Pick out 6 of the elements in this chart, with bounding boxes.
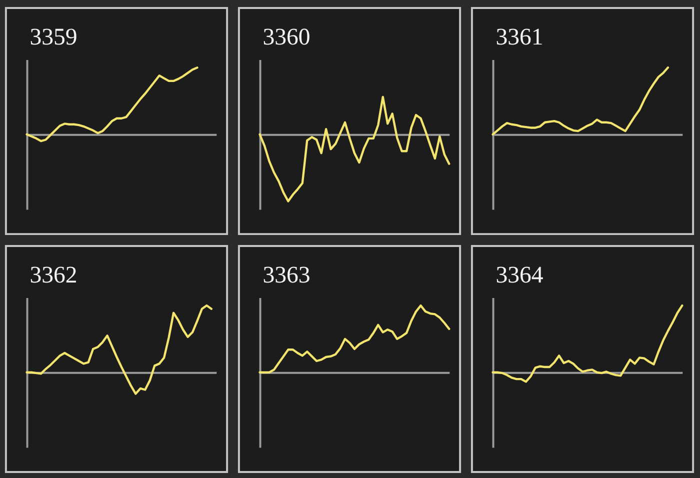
chart-title: 3364 xyxy=(496,262,544,289)
chart-title: 3360 xyxy=(262,24,310,51)
chart-title: 3361 xyxy=(496,24,544,51)
chart-title: 3359 xyxy=(30,24,78,51)
chart-title: 3363 xyxy=(262,262,310,289)
chart-title: 3362 xyxy=(30,262,78,289)
